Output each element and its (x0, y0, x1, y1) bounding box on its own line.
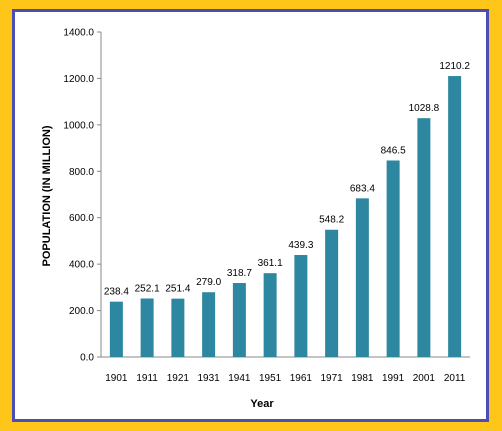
bar-1901 (109, 301, 123, 357)
y-axis-title: POPULATION (IN MILLION) (41, 125, 53, 266)
chart-frame (12, 9, 489, 422)
y-tick-label: 600.0 (69, 213, 94, 224)
x-axis-title: Year (250, 398, 274, 410)
bar-1941 (232, 283, 246, 357)
bar-1961 (294, 255, 308, 357)
x-tick-label-1951: 1951 (259, 373, 282, 384)
x-tick-label-1921: 1921 (167, 373, 190, 384)
y-tick-label: 1200.0 (63, 74, 94, 85)
x-tick-label-1911: 1911 (136, 373, 158, 384)
data-label-2011: 1210.2 (439, 61, 470, 72)
x-tick-label-1931: 1931 (198, 373, 221, 384)
bar-1981 (355, 198, 369, 357)
data-label-1931: 279.0 (196, 277, 221, 288)
y-tick-label: 0.0 (80, 353, 94, 364)
data-label-1971: 548.2 (319, 215, 344, 226)
y-tick-label: 200.0 (69, 306, 94, 317)
bar-2001 (417, 118, 431, 358)
y-tick-label: 1400.0 (63, 28, 94, 39)
bar-2011 (448, 76, 462, 357)
bar-1931 (202, 292, 216, 357)
x-tick-label-2001: 2001 (413, 373, 436, 384)
bar-1951 (263, 273, 277, 357)
data-label-1901: 238.4 (104, 287, 129, 298)
data-label-1921: 251.4 (165, 284, 190, 295)
bar-1971 (325, 229, 339, 357)
data-label-1991: 846.5 (381, 145, 406, 156)
x-tick-label-1961: 1961 (290, 373, 313, 384)
x-tick-label-1941: 1941 (228, 373, 251, 384)
x-tick-label-1901: 1901 (105, 373, 128, 384)
data-label-1961: 439.3 (288, 240, 313, 251)
x-tick-label-2011: 2011 (444, 373, 466, 384)
data-label-1941: 318.7 (227, 268, 252, 279)
data-label-2001: 1028.8 (409, 103, 440, 114)
y-tick-label: 1000.0 (63, 120, 94, 131)
bar-1991 (386, 160, 400, 357)
x-tick-label-1991: 1991 (382, 373, 405, 384)
y-tick-label: 800.0 (69, 167, 94, 178)
bar-1911 (140, 298, 154, 357)
data-label-1951: 361.1 (258, 258, 283, 269)
data-label-1981: 683.4 (350, 183, 375, 194)
data-label-1911: 252.1 (135, 283, 160, 294)
y-tick-label: 400.0 (69, 260, 94, 271)
x-tick-label-1981: 1981 (351, 373, 374, 384)
x-tick-label-1971: 1971 (321, 373, 344, 384)
bar-1921 (171, 298, 185, 357)
